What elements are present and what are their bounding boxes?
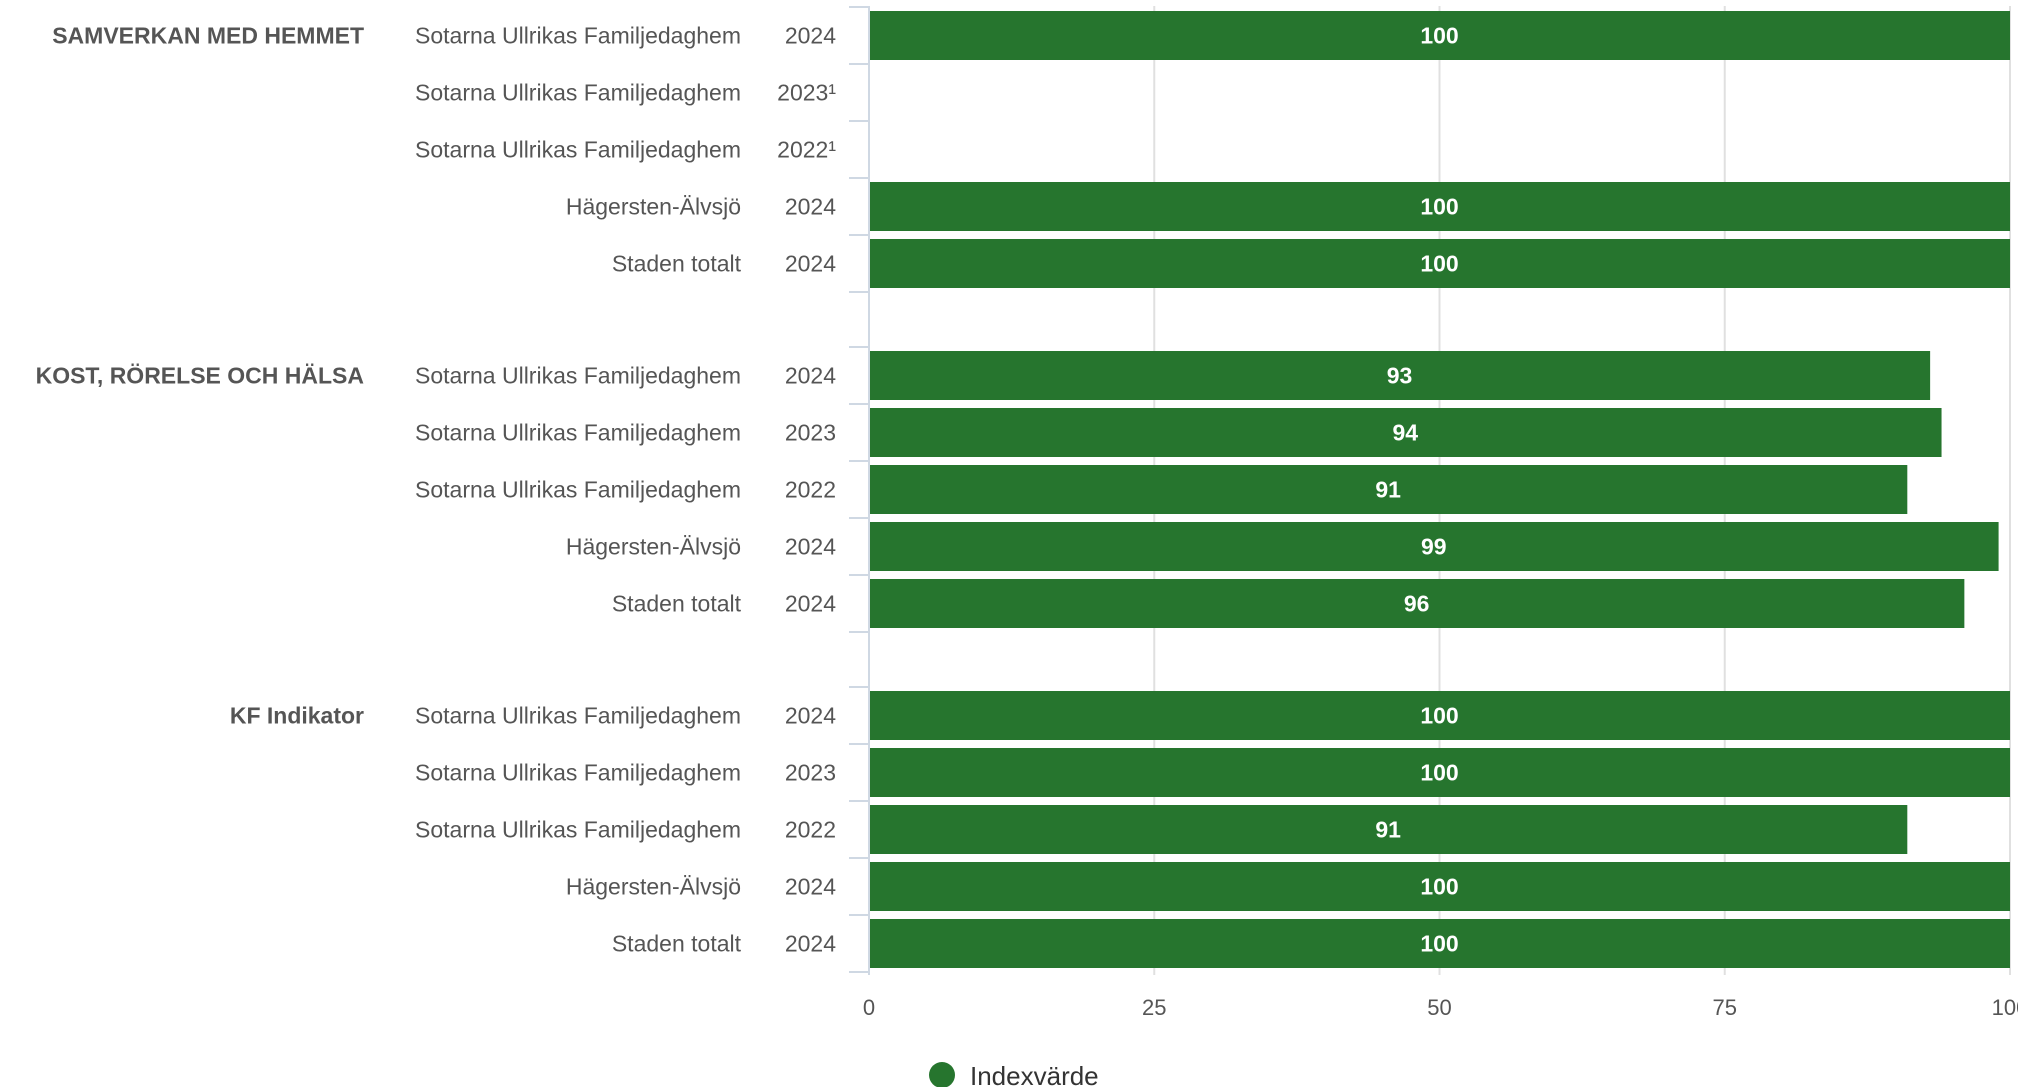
x-tick-label: 0 — [863, 995, 875, 1020]
x-tick-label: 100 — [1992, 995, 2018, 1020]
year-label: 2024 — [785, 534, 836, 560]
group-label: SAMVERKAN MED HEMMET — [52, 23, 364, 49]
bars: 100 100 100 93 94 91 99 96 100 100 91 100 100 — [869, 11, 2010, 968]
category-label: Sotarna Ullrikas Familjedaghem — [415, 477, 741, 503]
bar[interactable] — [869, 465, 1908, 514]
category-label: Sotarna Ullrikas Familjedaghem — [415, 760, 741, 786]
category-label: Sotarna Ullrikas Familjedaghem — [415, 80, 741, 106]
year-label: 2024 — [785, 363, 836, 389]
data-label: 91 — [1375, 817, 1401, 843]
bar[interactable] — [869, 748, 2010, 797]
year-label: 2024 — [785, 23, 836, 49]
x-tick-label: 50 — [1427, 995, 1451, 1020]
group-label: KOST, RÖRELSE OCH HÄLSA — [36, 363, 364, 389]
category-labels: SAMVERKAN MED HEMMET Sotarna Ullrikas Fam… — [36, 23, 837, 957]
bar[interactable] — [869, 239, 2010, 288]
year-label: 2023 — [785, 760, 836, 786]
data-label: 100 — [1420, 760, 1458, 786]
legend: Indexvärde — [929, 1061, 1099, 1087]
legend-label[interactable]: Indexvärde — [970, 1061, 1099, 1087]
category-label: Sotarna Ullrikas Familjedaghem — [415, 703, 741, 729]
category-label: Hägersten-Älvsjö — [566, 534, 741, 560]
data-label: 100 — [1420, 251, 1458, 277]
bar[interactable] — [869, 522, 1999, 571]
legend-marker[interactable] — [929, 1062, 955, 1087]
category-label: Sotarna Ullrikas Familjedaghem — [415, 23, 741, 49]
category-label: Hägersten-Älvsjö — [566, 194, 741, 220]
data-label: 100 — [1420, 194, 1458, 220]
year-label: 2024 — [785, 874, 836, 900]
bar[interactable] — [869, 11, 2010, 60]
category-label: Staden totalt — [612, 251, 742, 277]
bar[interactable] — [869, 182, 2010, 231]
bar[interactable] — [869, 408, 1942, 457]
year-label: 2022 — [785, 817, 836, 843]
data-label: 94 — [1392, 420, 1418, 446]
x-axis: 0 25 50 75 100 — [849, 6, 2018, 1020]
year-label: 2022 — [785, 477, 836, 503]
data-label: 99 — [1421, 534, 1447, 560]
bar[interactable] — [869, 691, 2010, 740]
category-label: Sotarna Ullrikas Familjedaghem — [415, 363, 741, 389]
x-tick-label: 25 — [1142, 995, 1166, 1020]
bar[interactable] — [869, 919, 2010, 968]
bar[interactable] — [869, 351, 1931, 400]
year-label: 2024 — [785, 703, 836, 729]
data-label: 96 — [1404, 591, 1430, 617]
group-label: KF Indikator — [230, 703, 364, 729]
year-label: 2024 — [785, 194, 836, 220]
year-label: 2023¹ — [777, 80, 836, 106]
category-label: Hägersten-Älvsjö — [566, 874, 741, 900]
x-tick-label: 75 — [1713, 995, 1737, 1020]
bar[interactable] — [869, 579, 1965, 628]
bar[interactable] — [869, 805, 1908, 854]
year-label: 2024 — [785, 591, 836, 617]
category-label: Sotarna Ullrikas Familjedaghem — [415, 137, 741, 163]
data-label: 91 — [1375, 477, 1401, 503]
data-label: 100 — [1420, 931, 1458, 957]
data-label: 100 — [1420, 874, 1458, 900]
year-label: 2022¹ — [777, 137, 836, 163]
data-label: 100 — [1420, 23, 1458, 49]
category-label: Staden totalt — [612, 591, 742, 617]
bar[interactable] — [869, 862, 2010, 911]
year-label: 2023 — [785, 420, 836, 446]
data-label: 93 — [1387, 363, 1413, 389]
year-label: 2024 — [785, 931, 836, 957]
category-label: Sotarna Ullrikas Familjedaghem — [415, 817, 741, 843]
category-label: Sotarna Ullrikas Familjedaghem — [415, 420, 741, 446]
year-label: 2024 — [785, 251, 836, 277]
category-label: Staden totalt — [612, 931, 742, 957]
data-label: 100 — [1420, 703, 1458, 729]
